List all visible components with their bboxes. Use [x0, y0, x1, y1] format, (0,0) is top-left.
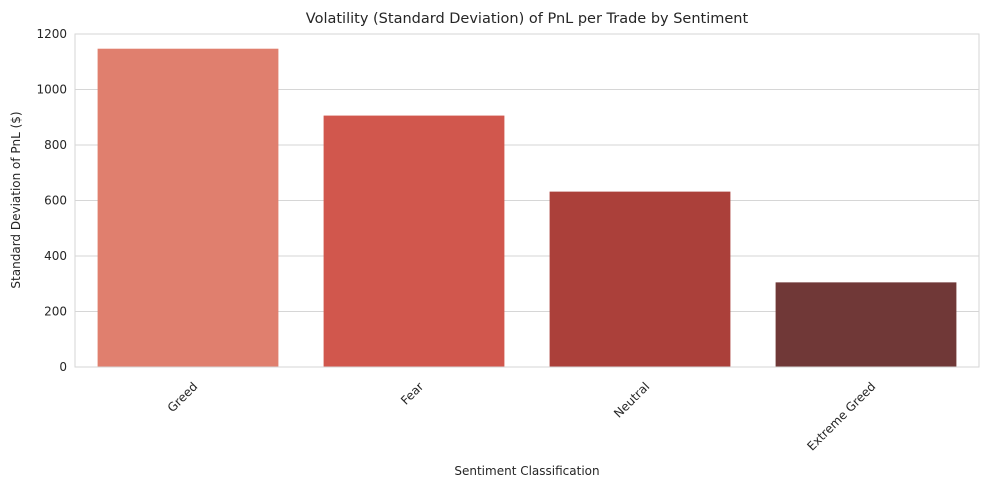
y-tick-label: 1200: [36, 27, 67, 41]
bar-greed: [97, 48, 279, 368]
bar-fear: [323, 115, 505, 368]
y-tick-label: 400: [44, 249, 67, 263]
plot-frame: [74, 33, 980, 368]
x-tick-label: Extreme Greed: [804, 379, 878, 453]
bar-neutral: [549, 191, 731, 367]
x-tick-label: Fear: [398, 379, 426, 407]
x-axis-label: Sentiment Classification: [454, 464, 599, 478]
y-tick-label: 1000: [36, 83, 67, 97]
x-tick-label: Greed: [165, 379, 201, 415]
bars: [97, 48, 957, 368]
y-tick-label: 200: [44, 305, 67, 319]
chart-title: Volatility (Standard Deviation) of PnL p…: [306, 11, 749, 27]
x-tick-label: Neutral: [611, 379, 652, 420]
y-axis-ticks: 0 200 400 600 800 1000 1200: [36, 27, 67, 374]
y-tick-label: 800: [44, 138, 67, 152]
y-tick-label: 600: [44, 194, 67, 208]
bar-extreme-greed: [775, 282, 957, 367]
y-tick-label: 0: [59, 360, 67, 374]
x-axis-ticks: Greed Fear Neutral Extreme Greed: [165, 379, 879, 453]
y-axis-label: Standard Deviation of PnL ($): [9, 111, 23, 288]
